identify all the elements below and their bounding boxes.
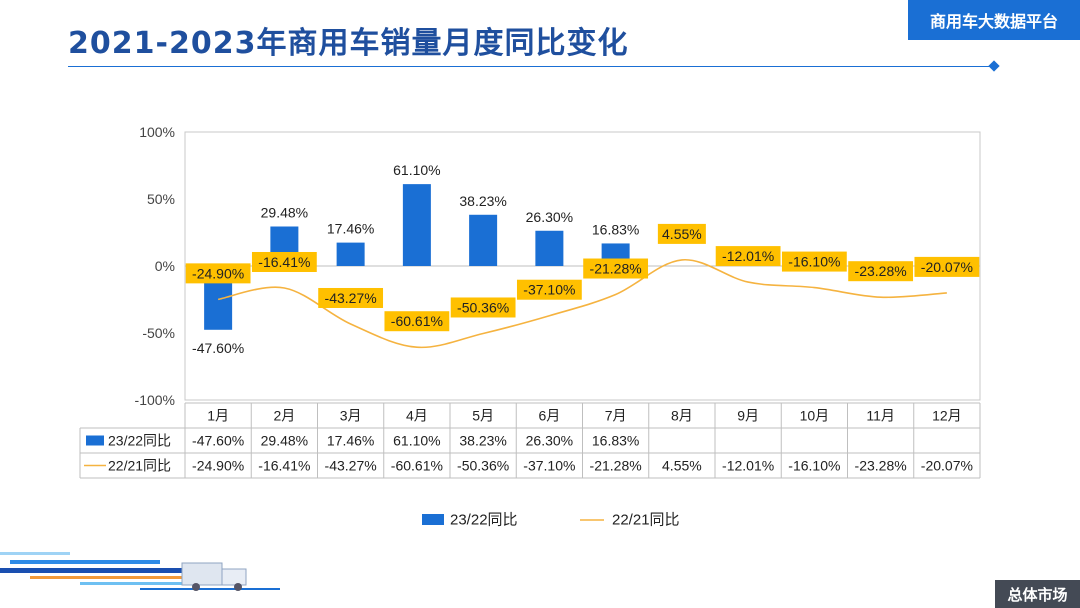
line-data-label: -16.41% [258, 254, 310, 270]
x-tick-label: 1月 [207, 408, 229, 424]
table-cell: 26.30% [526, 433, 573, 449]
table-cell: 4.55% [662, 458, 702, 474]
line-label-box [318, 287, 384, 308]
table-cell: 38.23% [459, 433, 506, 449]
line-data-label: -20.07% [921, 259, 973, 275]
line-data-label: -16.10% [788, 254, 840, 270]
line-label-box [781, 251, 847, 272]
line-label-box [251, 251, 317, 272]
footer-tag: 总体市场 [995, 580, 1080, 608]
table-cell: 17.46% [327, 433, 374, 449]
title-divider [68, 66, 994, 67]
table-cell: -23.28% [855, 458, 907, 474]
data-table [79, 402, 981, 479]
line-label-box [715, 246, 781, 267]
line-data-label: -60.61% [391, 313, 443, 329]
line-data-label: -43.27% [325, 290, 377, 306]
line-label-box [657, 223, 706, 244]
line-data-label: -24.90% [192, 265, 244, 281]
bar [336, 242, 365, 266]
x-tick-label: 5月 [472, 408, 494, 424]
line-data-label: -37.10% [523, 282, 575, 298]
line-label-box [450, 297, 516, 318]
table-series-name: 22/21同比 [108, 458, 171, 474]
bar-data-label: 16.83% [592, 221, 639, 237]
line-data-label: -50.36% [457, 299, 509, 315]
line-label-box [516, 279, 582, 300]
legend-label: 23/22同比 [450, 512, 518, 529]
legend-key-bar [422, 514, 444, 525]
y-tick-label: 50% [147, 191, 175, 207]
line-series [217, 259, 947, 349]
table-cell: -21.28% [590, 458, 642, 474]
table-cell: 16.83% [592, 433, 639, 449]
y-tick-label: -100% [135, 392, 175, 408]
bar [535, 230, 564, 266]
table-cell: -50.36% [457, 458, 509, 474]
table-legend-key-bar [86, 435, 104, 446]
table-cell: -20.07% [921, 458, 973, 474]
table-cell: -16.10% [788, 458, 840, 474]
table-cell: -47.60% [192, 433, 244, 449]
bar-data-label: 17.46% [327, 221, 374, 237]
x-tick-label: 10月 [800, 408, 830, 424]
bar-data-label: 26.30% [526, 209, 573, 225]
x-tick-label: 9月 [737, 408, 759, 424]
line-label-box [185, 263, 251, 284]
table-cell: -60.61% [391, 458, 443, 474]
y-tick-label: 100% [139, 124, 175, 140]
x-tick-label: 6月 [538, 408, 560, 424]
table-cell: -37.10% [523, 458, 575, 474]
x-tick-label: 4月 [406, 408, 428, 424]
bar-data-label: -47.60% [192, 340, 244, 356]
truck-graphic-icon [0, 552, 280, 591]
y-tick-label: 0% [155, 258, 175, 274]
platform-badge: 商用车大数据平台 [908, 0, 1080, 40]
y-tick-label: -50% [142, 325, 175, 341]
line-label-box [914, 256, 980, 277]
x-tick-label: 12月 [932, 408, 962, 424]
line-label-box [583, 258, 649, 279]
line-data-label: -23.28% [855, 263, 907, 279]
table-cell: -24.90% [192, 458, 244, 474]
line-data-label: -21.28% [590, 261, 642, 277]
line-data-label: 4.55% [662, 226, 702, 242]
table-cell: -16.41% [258, 458, 310, 474]
bar-data-label: 38.23% [459, 193, 506, 209]
bar-data-label: 61.10% [393, 162, 440, 178]
table-cell: 29.48% [261, 433, 308, 449]
table-cell: 61.10% [393, 433, 440, 449]
line-data-label: -12.01% [722, 248, 774, 264]
x-tick-label: 11月 [866, 408, 895, 424]
x-tick-label: 2月 [273, 408, 295, 424]
table-cell: -12.01% [722, 458, 774, 474]
x-tick-label: 3月 [340, 408, 362, 424]
x-tick-label: 8月 [671, 408, 693, 424]
x-tick-label: 7月 [605, 408, 627, 424]
table-series-name: 23/22同比 [108, 433, 171, 449]
line-label-box [848, 261, 914, 282]
page-title: 2021-2023年商用车销量月度同比变化 [68, 26, 629, 61]
bar-data-label: 29.48% [261, 204, 308, 220]
line-label-box [384, 311, 450, 332]
table-cell: -43.27% [325, 458, 377, 474]
legend-label: 22/21同比 [612, 512, 680, 529]
bar [469, 214, 498, 266]
bar [402, 184, 431, 266]
